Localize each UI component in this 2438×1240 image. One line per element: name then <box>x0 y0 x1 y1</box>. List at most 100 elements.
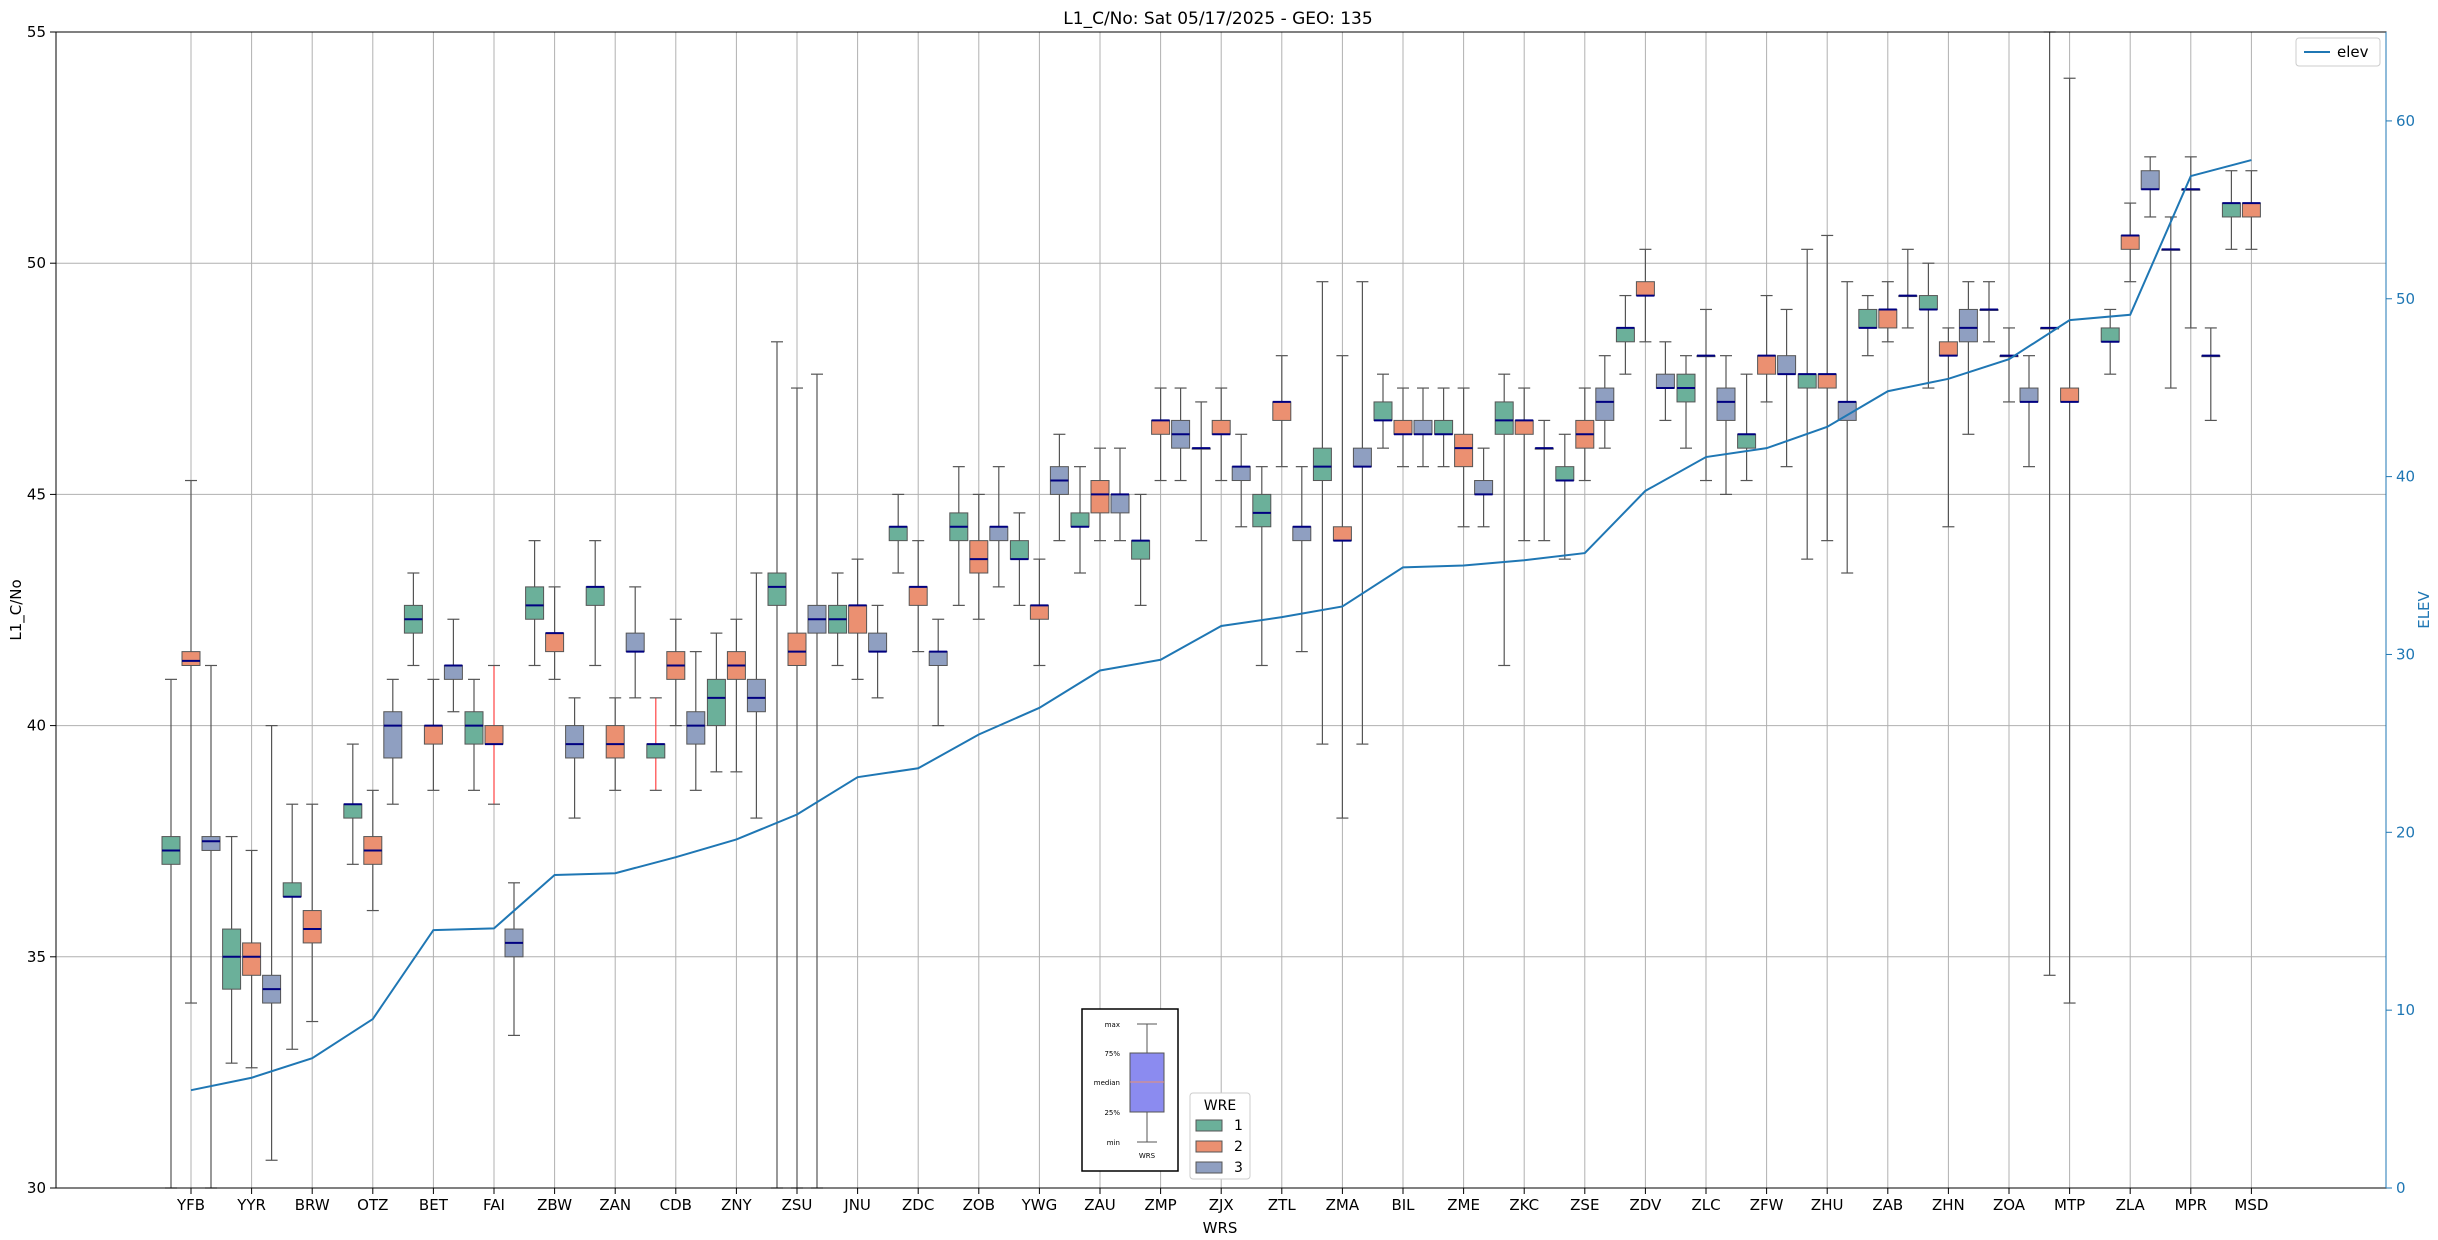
box-zsu-wre1-iqr <box>767 572 787 606</box>
box-zau-wre3 <box>1110 447 1130 542</box>
y-tick-label-55: 55 <box>27 23 46 41</box>
box-zmp-wre1 <box>1131 493 1151 606</box>
box-zdc-wre1 <box>888 493 908 574</box>
box-yyr-wre3 <box>262 724 282 1161</box>
box-msd-wre1-iqr <box>2221 202 2241 218</box>
box-zob-wre3-iqr <box>989 526 1009 542</box>
box-mtp-wre2-iqr <box>2060 387 2080 403</box>
box-cdb-wre3 <box>686 651 706 791</box>
box-brw-wre2-iqr <box>302 910 322 944</box>
y2-tick-label-50: 50 <box>2396 290 2415 308</box>
box-zme-wre3-iqr <box>1474 480 1494 495</box>
box-zdv-wre1 <box>1615 294 1635 375</box>
box-key-caption: WRS <box>1139 1152 1156 1160</box>
box-zoa-wre2 <box>1999 327 2019 403</box>
box-zsu-wre2 <box>787 387 807 1189</box>
box-msd-wre2-iqr <box>2241 202 2261 218</box>
box-zma-wre2 <box>1332 355 1352 819</box>
box-zmp-wre2-iqr <box>1151 419 1171 435</box>
box-zjx-wre1 <box>1191 401 1211 542</box>
box-zny-wre3-iqr <box>746 678 766 713</box>
y-tick-label-30: 30 <box>27 1179 46 1197</box>
box-key-max-label: max <box>1105 1021 1120 1029</box>
x-tick-label-zlc: ZLC <box>1691 1196 1720 1214</box>
box-zma-wre3-iqr <box>1352 447 1372 468</box>
box-zdv-wre1-iqr <box>1615 327 1635 343</box>
box-mpr-wre2 <box>2181 156 2201 329</box>
box-zma-wre1-iqr <box>1312 447 1332 482</box>
elev-series <box>190 159 2252 1092</box>
box-bil-wre2-iqr <box>1393 419 1413 435</box>
y2-tick-label-30: 30 <box>2396 645 2415 663</box>
box-zan-wre1 <box>585 540 605 667</box>
box-yfb-wre1 <box>161 678 181 1189</box>
box-zla-wre1 <box>2100 308 2120 375</box>
box-ywg-wre3 <box>1049 433 1069 542</box>
wre-legend-label-3: 3 <box>1234 1160 1243 1176</box>
box-yfb-wre2-iqr <box>181 651 201 666</box>
x-tick-label-zkc: ZKC <box>1509 1196 1539 1214</box>
box-key-inset: max 75% median 25% min WRS <box>1081 1008 1179 1172</box>
x-tick-label-zla: ZLA <box>2116 1196 2146 1214</box>
box-zma-wre2-iqr <box>1332 526 1352 542</box>
box-zan-wre1-iqr <box>585 586 605 606</box>
box-brw-wre1-iqr <box>282 882 302 898</box>
x-tick-label-otz: OTZ <box>357 1196 388 1214</box>
box-zab-wre1 <box>1858 294 1878 357</box>
box-zny-wre1-iqr <box>706 678 726 727</box>
box-mtp-wre1 <box>2040 31 2060 976</box>
box-zla-wre2 <box>2120 202 2140 283</box>
box-zdc-wre2 <box>908 540 928 653</box>
x-tick-label-zob: ZOB <box>963 1196 995 1214</box>
box-zme-wre3 <box>1474 447 1494 528</box>
box-zbw-wre2 <box>545 586 565 680</box>
box-jnu-wre1 <box>828 572 848 667</box>
box-zdc-wre2-iqr <box>908 586 928 606</box>
x-tick-label-brw: BRW <box>295 1196 330 1214</box>
box-ztl-wre2 <box>1272 355 1292 468</box>
box-zob-wre2-iqr <box>969 540 989 574</box>
box-brw-wre2 <box>302 803 322 1023</box>
box-fai-wre1-iqr <box>464 711 484 745</box>
box-zse-wre1-iqr <box>1555 466 1575 482</box>
box-mtp-wre2 <box>2060 77 2080 1004</box>
box-zmp-wre2 <box>1151 387 1171 482</box>
box-zla-wre1-iqr <box>2100 327 2120 343</box>
x-tick-label-zme: ZME <box>1447 1196 1480 1214</box>
box-ztl-wre1-iqr <box>1252 493 1272 528</box>
y-tick-label-40: 40 <box>27 717 46 735</box>
x-tick-label-bil: BIL <box>1391 1196 1415 1214</box>
box-jnu-wre2 <box>848 558 868 680</box>
box-zmp-wre1-iqr <box>1131 540 1151 560</box>
box-zse-wre3-iqr <box>1595 387 1615 421</box>
x-tick-label-bet: BET <box>419 1196 449 1214</box>
box-zdc-wre3 <box>928 618 948 727</box>
x-tick-label-jnu: JNU <box>843 1196 871 1214</box>
y-axis-ticks: 30 35 40 45 50 55 <box>27 23 56 1197</box>
box-otz-wre1-iqr <box>343 803 363 819</box>
box-zfw-wre1-iqr <box>1737 433 1757 449</box>
box-bet-wre1 <box>403 572 423 667</box>
box-zoa-wre3-iqr <box>2019 387 2039 403</box>
box-zjx-wre2-iqr <box>1211 419 1231 435</box>
x-tick-label-zdv: ZDV <box>1629 1196 1662 1214</box>
wre-legend-swatch-1 <box>1195 1119 1223 1132</box>
x-tick-label-mtp: MTP <box>2054 1196 2085 1214</box>
box-zse-wre1 <box>1555 433 1575 560</box>
box-zme-wre1-iqr <box>1434 419 1454 435</box>
box-zhn-wre3-iqr <box>1958 308 1978 343</box>
box-otz-wre1 <box>343 743 363 865</box>
x-tick-label-zab: ZAB <box>1872 1196 1903 1214</box>
box-ztl-wre3 <box>1292 466 1312 653</box>
box-zbw-wre2-iqr <box>545 632 565 653</box>
x-tick-label-zan: ZAN <box>599 1196 631 1214</box>
box-zjx-wre3 <box>1231 433 1251 528</box>
x-tick-label-yfb: YFB <box>176 1196 205 1214</box>
box-zse-wre3 <box>1595 355 1615 449</box>
x-tick-label-zdc: ZDC <box>902 1196 934 1214</box>
x-tick-label-fai: FAI <box>483 1196 505 1214</box>
box-zan-wre2 <box>605 697 625 791</box>
box-zhn-wre2-iqr <box>1938 341 1958 357</box>
box-zkc-wre1 <box>1494 373 1514 667</box>
